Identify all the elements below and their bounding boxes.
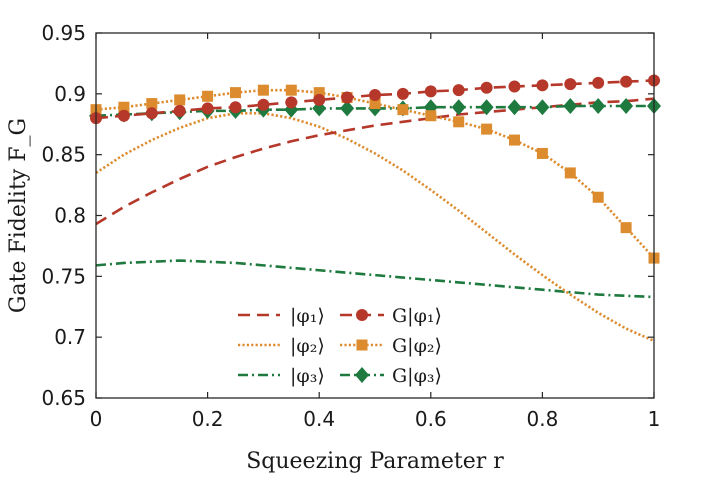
y-tick-label: 0.65 — [41, 386, 86, 410]
data-point — [480, 81, 493, 94]
data-point — [257, 98, 270, 111]
data-point — [369, 89, 381, 102]
data-point — [619, 98, 634, 114]
data-point — [174, 94, 186, 106]
plot-series — [89, 74, 661, 343]
data-point — [564, 78, 577, 91]
data-point — [396, 87, 409, 100]
data-point — [173, 104, 186, 117]
y-tick-label: 0.9 — [54, 82, 86, 106]
series-line — [95, 259, 655, 299]
legend-marker — [356, 339, 368, 351]
data-point — [229, 101, 242, 114]
legend-label: |φ₃⟩ — [290, 365, 325, 387]
data-point — [285, 96, 298, 109]
legend-entry: G|φ₂⟩ — [340, 335, 442, 357]
legend-entry: G|φ₁⟩ — [340, 305, 442, 327]
x-tick-label: 0 — [90, 407, 103, 431]
x-axis-title: Squeezing Parameter r — [246, 449, 504, 474]
data-point — [257, 84, 269, 96]
x-tick-label: 0.2 — [192, 407, 224, 431]
data-point — [341, 91, 354, 104]
y-tick-label: 0.7 — [54, 325, 86, 349]
data-point — [507, 99, 522, 116]
legend-label: G|φ₂⟩ — [392, 335, 442, 357]
data-point — [313, 93, 326, 106]
data-point — [145, 107, 158, 120]
series-line — [95, 104, 654, 118]
legend-marker — [355, 367, 369, 383]
data-point — [592, 76, 605, 89]
y-tick-label: 0.85 — [41, 143, 86, 167]
legend-entry: |φ₂⟩ — [238, 335, 325, 357]
y-tick-label: 0.75 — [41, 264, 86, 288]
series-line — [95, 88, 655, 259]
x-tick-label: 1 — [648, 407, 661, 431]
series-4 — [90, 74, 660, 125]
data-point — [201, 102, 214, 115]
data-point — [285, 84, 297, 96]
data-point — [424, 85, 437, 98]
y-axis-title: Gate Fidelity F_G — [6, 118, 31, 313]
data-point — [369, 98, 381, 110]
data-point — [453, 116, 465, 128]
data-point — [118, 101, 130, 113]
y-tick-label: 0.8 — [54, 204, 86, 228]
legend-label: |φ₁⟩ — [290, 305, 325, 327]
data-point — [620, 75, 633, 88]
data-point — [620, 222, 632, 234]
x-tick-label: 0.4 — [303, 407, 335, 431]
x-tick-label: 0.6 — [415, 407, 447, 431]
series-line — [95, 112, 655, 343]
legend: |φ₁⟩ |φ₂⟩ |φ₃⟩ G|φ₁⟩ G|φ₂⟩ G|φ₃⟩ — [238, 305, 442, 387]
data-point — [230, 87, 241, 99]
series-2 — [95, 112, 655, 343]
legend-label: G|φ₃⟩ — [392, 365, 442, 387]
data-point — [592, 191, 604, 203]
data-point — [451, 99, 466, 116]
data-point — [563, 98, 578, 114]
data-point — [202, 90, 214, 102]
data-point — [509, 134, 520, 146]
legend-label: G|φ₁⟩ — [392, 305, 442, 327]
legend-marker — [356, 309, 368, 321]
axis-ticks: 0 0.2 0.4 0.6 0.8 1 0.65 0.7 0.75 0.8 0.85 0.9 0.95 — [41, 21, 660, 431]
legend-entry: |φ₃⟩ — [238, 365, 325, 387]
data-point — [536, 79, 549, 92]
data-point — [340, 100, 355, 117]
data-point — [313, 87, 325, 99]
data-point — [479, 99, 494, 116]
data-point — [146, 98, 158, 110]
data-point — [536, 147, 548, 159]
y-tick-label: 0.95 — [41, 21, 86, 45]
data-point — [481, 123, 493, 135]
series-3 — [95, 259, 655, 299]
data-point — [117, 109, 130, 122]
data-point — [591, 98, 606, 114]
data-point — [535, 99, 550, 116]
legend-entry: |φ₁⟩ — [238, 305, 325, 327]
data-point — [452, 84, 465, 97]
legend-label: |φ₂⟩ — [290, 335, 325, 357]
legend-entry: G|φ₃⟩ — [340, 365, 442, 387]
data-point — [425, 110, 437, 122]
x-tick-label: 0.8 — [526, 407, 558, 431]
series-line — [95, 79, 655, 120]
data-point — [564, 167, 576, 179]
data-point — [397, 104, 409, 116]
data-point — [508, 80, 521, 93]
